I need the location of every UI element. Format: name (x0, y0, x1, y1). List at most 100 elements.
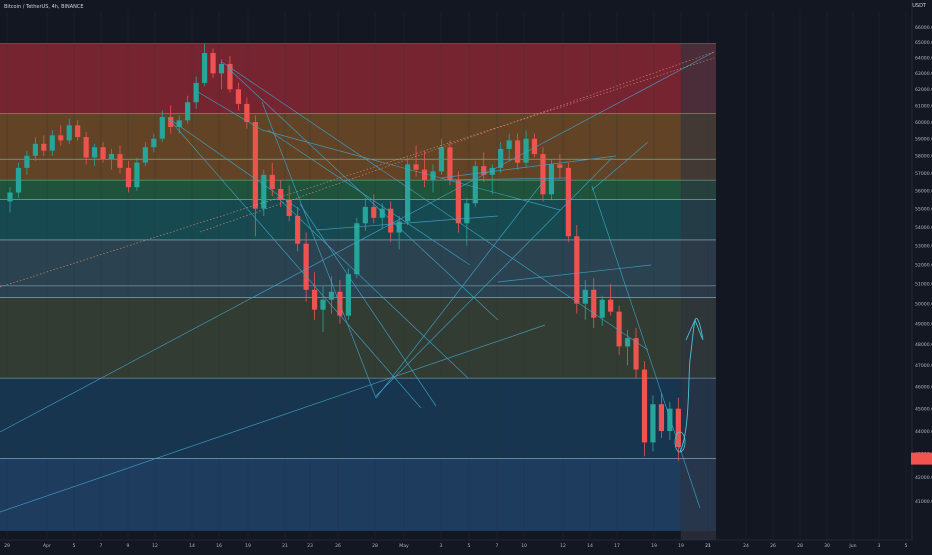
candle-body-73 (624, 338, 631, 347)
fib-zone-3 (0, 199, 681, 240)
candle-body-48 (413, 164, 419, 170)
time-tick-label-28: 3 (878, 543, 881, 549)
price-tick-label-0: 41000.00 (915, 499, 932, 505)
candle-body-67 (574, 236, 580, 304)
candle-body-15 (134, 162, 140, 188)
time-tick-label-26: 30 (824, 543, 830, 549)
candle-body-20 (176, 120, 182, 127)
candle-body-62 (531, 138, 538, 155)
candle-body-8 (75, 125, 81, 138)
fib-zone-6 (0, 378, 681, 459)
time-tick-label-14: 3 (440, 543, 443, 549)
time-tick-label-18: 12 (560, 543, 566, 549)
symbol-header: Bitcoin / TetherUS, 4h, BINANCE (4, 4, 84, 10)
time-tick-label-11: 26 (335, 543, 341, 549)
trendline-8 (299, 203, 437, 407)
candle-body-59 (506, 140, 512, 149)
trendline-14 (261, 129, 561, 211)
candle-body-76 (650, 404, 656, 443)
candle-body-34 (295, 215, 301, 244)
time-tick-label-7: 16 (216, 543, 222, 549)
candle-body-18 (159, 117, 165, 139)
time-tick-label-dup-0: 19 (678, 543, 684, 549)
candle-body-61 (523, 138, 529, 163)
fib-zone-0 (0, 43, 681, 114)
candle-body-24 (210, 53, 216, 74)
time-tick-label-2: 5 (73, 543, 76, 549)
candle-body-41 (354, 223, 360, 275)
candle-body-26 (227, 63, 233, 90)
time-tick-label-8: 19 (245, 543, 251, 549)
price-axis-currency: USDT (912, 3, 926, 9)
trendline-1 (0, 324, 546, 513)
projection-path (679, 318, 704, 453)
price-tick-label-10: 51000.00 (915, 282, 932, 288)
candle-body-78 (667, 408, 673, 432)
candle-body-49 (421, 169, 428, 181)
candle-body-19 (168, 117, 174, 127)
candle-body-28 (244, 103, 250, 122)
trendline-2 (167, 117, 422, 409)
trendline-18 (439, 177, 569, 181)
candle-body-21 (185, 102, 191, 121)
time-tick-label-16: 7 (496, 543, 499, 549)
candle-body-63 (540, 154, 546, 195)
candle-body-58 (498, 148, 504, 168)
price-tick-label-11: 52000.00 (915, 262, 932, 268)
current-price-tag (911, 452, 932, 465)
candle-body-65 (557, 164, 563, 168)
fib-zone-4 (0, 239, 681, 298)
trendline-12 (591, 185, 701, 509)
candle-body-17 (151, 138, 157, 148)
price-axis-unit: USDT (912, 3, 926, 9)
candle-body-74 (633, 338, 639, 370)
time-tick-label-29: 5 (905, 543, 908, 549)
price-tick-label-5: 46000.00 (915, 385, 932, 391)
projection-zone-band-5 (681, 297, 716, 379)
price-tick-label-17: 58000.00 (915, 154, 932, 160)
price-tick-label-12: 53000.00 (915, 243, 932, 249)
price-tick-label-20: 61000.00 (915, 103, 932, 109)
trendline-0 (0, 51, 715, 433)
time-tick-label-24: 26 (770, 543, 776, 549)
candle-body-25 (218, 63, 225, 74)
candle-body-3 (32, 143, 38, 156)
candle-body-7 (66, 125, 72, 141)
projection-zone-band-2 (681, 180, 716, 200)
candle-body-55 (472, 166, 478, 204)
projection-zone-band-7 (681, 458, 716, 531)
price-tick-label-24: 65000.00 (915, 40, 932, 46)
candle-body-5 (49, 135, 55, 151)
candle-body-40 (345, 274, 351, 316)
price-tick-label-25: 66000.00 (915, 25, 932, 31)
candle-body-68 (582, 289, 588, 304)
price-tick-label-21: 62000.00 (915, 87, 932, 93)
time-tick-label-0: 29 (4, 543, 10, 549)
candle-body-12 (108, 154, 115, 160)
trendline-15 (197, 91, 263, 131)
price-tick-label-14: 55000.00 (915, 206, 932, 212)
time-tick-label-12: 28 (372, 543, 378, 549)
projection-zone (681, 43, 716, 541)
candle-body-16 (142, 147, 148, 163)
candle-body-2 (24, 155, 30, 168)
candle-body-52 (447, 147, 453, 181)
price-tick-label-9: 50000.00 (915, 301, 932, 307)
time-tick-label-10: 23 (307, 543, 313, 549)
candle-body-23 (201, 53, 208, 83)
candle-body-79 (675, 408, 681, 448)
projection-marker (674, 431, 686, 453)
candle-body-32 (278, 188, 284, 200)
projection-zone-band-1 (681, 113, 716, 181)
candle-body-54 (464, 203, 470, 224)
candle-body-46 (396, 221, 402, 233)
candle-body-38 (328, 291, 335, 300)
candle-body-11 (100, 147, 106, 160)
candle-body-42 (362, 206, 368, 224)
time-tick-label-1: Apr (43, 543, 51, 549)
projection-zone-band-6 (681, 378, 716, 459)
candle-body-30 (261, 174, 267, 209)
candle-body-44 (379, 208, 385, 218)
